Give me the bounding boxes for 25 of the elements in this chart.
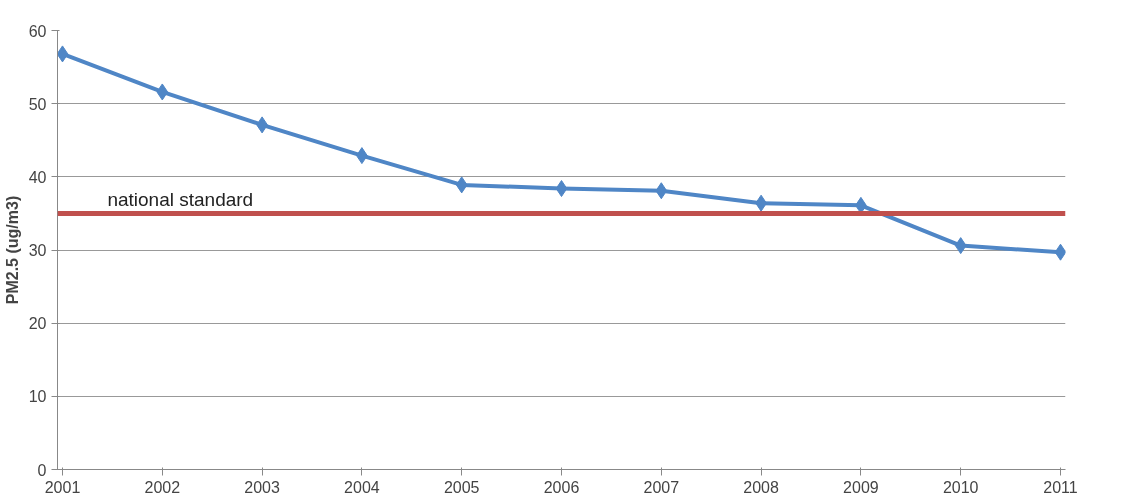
x-tick-label: 2010 (942, 478, 979, 496)
x-tick-label: 2011 (1043, 478, 1078, 496)
x-tick-label: 2009 (843, 478, 879, 496)
point (954, 237, 967, 255)
y-axis-title: PM2.5 (ug/m3) (3, 195, 21, 305)
y-tick-label: 40 (28, 168, 47, 186)
point (555, 180, 568, 198)
point (156, 83, 169, 101)
x-tick-label: 2003 (244, 478, 280, 496)
x-tick-label: 2004 (344, 478, 380, 496)
x-tick-label: 2002 (144, 478, 181, 496)
x-tick-label: 2007 (643, 478, 680, 496)
x-tick-label: 2006 (543, 478, 580, 496)
point (655, 182, 668, 200)
x-tick-label: 2001 (44, 478, 81, 496)
x-tick-label: 2008 (743, 478, 779, 496)
x-tick-label: 2005 (443, 478, 480, 496)
y-tick-label: 30 (28, 242, 47, 259)
point (455, 176, 468, 194)
y-tick-label: 60 (28, 22, 47, 40)
y-tick-label: 20 (28, 315, 47, 333)
y-tick-label: 0 (37, 461, 47, 479)
y-tick-label: 50 (28, 95, 47, 113)
ref-line-label: national standard (107, 189, 254, 211)
y-tick-label: 10 (28, 388, 47, 406)
